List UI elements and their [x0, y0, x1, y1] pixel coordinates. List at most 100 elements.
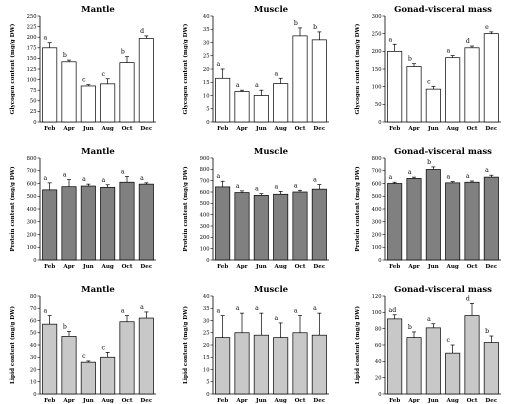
panel-1-bar [100, 83, 116, 123]
panel-4-category-label: Jun [82, 264, 94, 270]
panel-1-category-label: Feb [44, 126, 55, 132]
panel-4-sig-letter: a [82, 176, 86, 183]
panel-5-bar [273, 193, 289, 261]
panel-5-title: Muscle [254, 147, 289, 157]
panel-6-bar [425, 169, 441, 261]
panel-9-bar [425, 327, 441, 395]
panel-5-ytick-label: 800 [200, 167, 210, 173]
panel-4-ytick-label: 800 [27, 156, 37, 162]
panel-3-ytick-label: 0 [378, 120, 381, 126]
panel-1-category-label: Jun [82, 126, 94, 132]
panel-1-ytick-label: 75 [30, 88, 37, 94]
panel-7-category-label: Oct [122, 398, 133, 404]
panel-5-sig-letter: a [275, 183, 279, 190]
panel-8-ytick-label: 0 [206, 392, 209, 398]
panel-9-bar [406, 337, 422, 395]
panel-3: Gonad-visceral mass Glycogen content (mg/… [354, 5, 501, 132]
panel-5-bar [253, 195, 269, 261]
panel-1-bar [119, 62, 135, 123]
panel-9-title: Gonad-visceral mass [394, 285, 492, 295]
panel-9-ytick-label: 100 [372, 310, 382, 316]
panel-9-category-label: Apr [407, 398, 419, 404]
panel-1-ytick-label: 0 [33, 120, 36, 126]
panel-7-sig-letter: b [63, 324, 67, 331]
panel-3-ytick-label: 250 [372, 31, 382, 37]
panel-8-ytick-label: 15 [203, 355, 210, 361]
panel-4-ytick-label: 300 [27, 220, 37, 226]
panel-9-bar [464, 315, 480, 395]
panel-8: Muscle Lipid content (mg/g DW) 0 5 10 15 20 25 3… [182, 285, 329, 404]
panel-4-bar [80, 185, 96, 261]
panel-6-bar [483, 176, 499, 261]
panel-9-bar [445, 352, 461, 395]
panel-9-ytick-label: 20 [375, 375, 382, 381]
panel-8-bar [253, 334, 269, 395]
panel-3-sig-letter: e [485, 24, 489, 31]
panel-3-category-label: Jun [427, 126, 439, 132]
panel-9-sig-letter: ad [389, 307, 397, 314]
panel-5-ytick-label: 700 [200, 178, 210, 184]
panel-3-ytick-label: 150 [372, 67, 382, 73]
panel-6-category-label: Jun [427, 264, 439, 270]
panel-9-sig-letter: c [447, 337, 451, 344]
panel-5-bar [234, 192, 250, 261]
panel-4-ytick-label: 400 [27, 207, 37, 213]
panel-5-ytick-label: 0 [206, 258, 209, 264]
panel-3-sig-letter: b [408, 56, 412, 63]
panel-6-sig-letter: a [408, 169, 412, 176]
panel-7-bar [42, 323, 58, 395]
panel-7-bar [100, 356, 116, 395]
panel-9-sig-letter: b [408, 324, 412, 331]
panel-4-category-label: Apr [62, 264, 74, 270]
panel-1-category-label: Aug [101, 126, 114, 132]
panel-2-bar [292, 35, 308, 123]
panel-9-ytick-label: 0 [378, 392, 381, 398]
panel-4-category-label: Feb [44, 264, 55, 270]
panel-5-sig-letter: a [217, 173, 221, 180]
panel-5-category-label: Feb [217, 264, 228, 270]
panel-8-bar [215, 337, 231, 395]
panel-2-category-label: Dec [313, 126, 325, 132]
panel-7-ytick-label: 30 [30, 355, 37, 361]
panel-5-sig-letter: a [294, 182, 298, 189]
panel-8-bar [311, 334, 327, 395]
panel-3-category-label: Dec [485, 126, 497, 132]
panel-3-category-label: Apr [407, 126, 419, 132]
panel-8-category-label: Dec [313, 398, 325, 404]
panel-6-sig-letter: a [466, 173, 470, 180]
panel-3-bar [483, 33, 499, 123]
panel-8-category-label: Aug [274, 398, 287, 404]
panel-6-ytick-label: 800 [372, 156, 382, 162]
panel-8-category-label: Apr [235, 398, 247, 404]
panel-3-bar [445, 57, 461, 123]
panel-2-category-label: Oct [295, 126, 306, 132]
panel-6-ytick-label: 200 [372, 232, 382, 238]
panel-8-ytick-label: 25 [203, 331, 210, 337]
panel-2-sig-letter: a [275, 70, 279, 77]
panel-5: Muscle Protein content (mg/g DW) 0 100 200 30… [182, 147, 329, 270]
panel-9-sig-letter: a [427, 316, 431, 323]
panel-3-category-label: Feb [389, 126, 400, 132]
panel-7-ytick-label: 80 [30, 294, 37, 300]
panel-8-sig-letter: a [313, 305, 317, 312]
panel-7-ytick-label: 60 [30, 318, 37, 324]
panel-8-ytick-label: 40 [203, 294, 210, 300]
panel-7-ytick-label: 10 [30, 380, 37, 386]
panel-4-sig-letter: a [63, 172, 67, 179]
panel-8-ytick-label: 10 [203, 367, 210, 373]
panel-4-category-label: Oct [122, 264, 133, 270]
panel-4-ytick-label: 0 [33, 258, 36, 264]
panel-7-ytick-label: 70 [30, 306, 37, 312]
panel-1-category-label: Oct [122, 126, 133, 132]
panel-9-ytick-label: 60 [375, 343, 382, 349]
panel-8-sig-letter: a [275, 315, 279, 322]
panel-1-ytick-label: 250 [27, 14, 37, 20]
panel-4-bar [138, 183, 154, 261]
panel-7-ytick-label: 40 [30, 343, 37, 349]
panel-6-sig-letter: a [485, 167, 489, 174]
panel-5-ytick-label: 200 [200, 235, 210, 241]
panel-2-ytick-label: 15 [203, 80, 210, 86]
panel-2-title: Muscle [254, 5, 289, 15]
panel-8-sig-letter: a [217, 308, 221, 315]
